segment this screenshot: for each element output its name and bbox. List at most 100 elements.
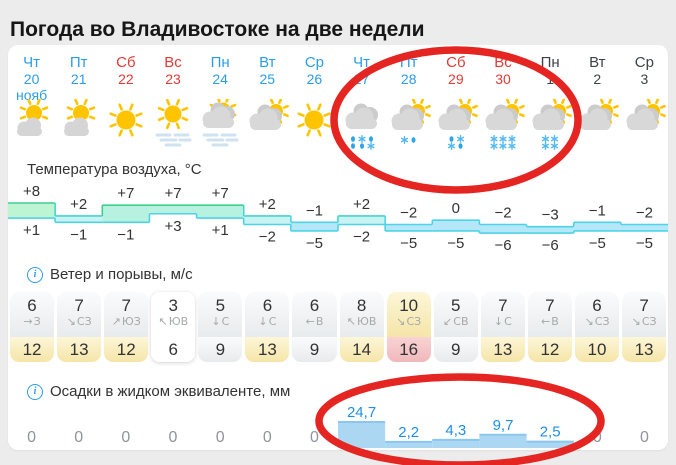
- wind-gust-value: 12: [527, 337, 572, 362]
- svg-text:2,5: 2,5: [540, 424, 561, 441]
- cloud-sun-icon: [385, 99, 432, 153]
- day-name: Сб: [446, 54, 466, 71]
- day-date: 3: [640, 71, 649, 87]
- day-header-6[interactable]: Вт 25: [244, 54, 291, 103]
- wind-direction: ↓ С: [258, 315, 277, 328]
- wind-speed-value: 7: [121, 296, 131, 315]
- wind-cell-8: 8 ↖ ЮВ 14: [339, 292, 384, 362]
- cloud-icon: [338, 99, 385, 153]
- info-icon[interactable]: i: [27, 266, 43, 283]
- wind-gust-value: 12: [104, 337, 149, 362]
- wind-cell-2: 7 ↘ СЗ 13: [57, 292, 102, 362]
- wind-direction: ↘ СЗ: [631, 315, 657, 328]
- day-date: 25: [259, 71, 276, 87]
- day-header-5[interactable]: Пн 24: [197, 54, 244, 103]
- cloud-sun-icon: [527, 99, 574, 153]
- svg-text:0: 0: [27, 429, 36, 446]
- day-name: Вс: [494, 54, 512, 71]
- svg-text:+3: +3: [164, 218, 181, 235]
- wind-gust-value: 13: [57, 337, 102, 362]
- svg-text:−6: −6: [542, 237, 559, 254]
- wind-gust-value: 6: [151, 337, 196, 362]
- day-header-14[interactable]: Ср 3: [621, 54, 668, 103]
- day-header-1[interactable]: Чт 20 нояб: [8, 54, 55, 103]
- wind-gust-value: 12: [10, 337, 55, 362]
- wind-speed-area: 7 ↗ ЮЗ: [104, 292, 149, 337]
- info-icon[interactable]: i: [27, 383, 43, 400]
- wind-direction: → З: [23, 315, 41, 328]
- wind-speed-area: 5 ↓ С: [198, 292, 243, 337]
- day-header-8[interactable]: Чт 27: [338, 54, 385, 103]
- wind-speed-value: 7: [545, 296, 555, 315]
- day-name: Чт: [23, 54, 40, 71]
- wind-speed-value: 8: [356, 296, 367, 315]
- day-header-2[interactable]: Пт 21: [55, 54, 102, 103]
- wind-direction: ↘ СЗ: [584, 315, 610, 328]
- cloud-sun-icon: [479, 99, 526, 153]
- wind-cell-10: 5 ↙ СВ 9: [433, 292, 478, 362]
- day-name: Пн: [540, 54, 560, 71]
- svg-text:+1: +1: [212, 222, 229, 239]
- wind-cell-7: 6 ← В 9: [292, 292, 337, 362]
- wind-label-text: Ветер и порывы, м/с: [50, 266, 193, 283]
- wind-gust-value: 13: [622, 337, 667, 362]
- svg-text:+7: +7: [117, 185, 134, 202]
- day-header-10[interactable]: Сб 29: [432, 54, 479, 103]
- svg-text:+7: +7: [164, 185, 181, 202]
- day-header-9[interactable]: Пт 28: [385, 54, 432, 103]
- svg-text:0: 0: [640, 429, 649, 446]
- wind-gust-value: 14: [339, 337, 384, 362]
- wind-cell-4: 3 ↖ ЮВ 6: [151, 292, 196, 362]
- wind-cell-13: 6 ↘ СЗ 10: [574, 292, 620, 362]
- svg-text:−5: −5: [636, 235, 653, 252]
- wind-cell-6: 6 ↓ С 13: [245, 292, 290, 362]
- svg-text:0: 0: [121, 429, 130, 446]
- day-header-13[interactable]: Вт 2: [574, 54, 621, 103]
- day-header-12[interactable]: Пн 1: [527, 54, 574, 103]
- wind-direction: ↘ СЗ: [396, 315, 422, 328]
- day-header-4[interactable]: Вс 23: [149, 54, 196, 103]
- wind-gust-value: 13: [480, 337, 525, 362]
- svg-text:9,7: 9,7: [493, 417, 514, 434]
- svg-text:2,2: 2,2: [398, 424, 419, 441]
- day-header-7[interactable]: Ср 26: [291, 54, 338, 103]
- day-name: Вс: [164, 54, 182, 71]
- day-header-3[interactable]: Сб 22: [102, 54, 149, 103]
- sun-cloud-icon: [8, 99, 55, 153]
- svg-text:0: 0: [310, 429, 319, 446]
- svg-text:−1: −1: [306, 202, 323, 219]
- wind-speed-area: 8 ↖ ЮВ: [339, 292, 384, 337]
- wind-gust-value: 9: [433, 337, 478, 362]
- day-header-11[interactable]: Вс 30: [479, 54, 526, 103]
- page-title: Погода во Владивостоке на две недели: [10, 18, 425, 42]
- wind-direction: ← В: [305, 315, 324, 328]
- wind-speed-area: 7 ↓ С: [480, 292, 525, 337]
- svg-text:24,7: 24,7: [347, 404, 376, 421]
- day-date: 24: [212, 71, 228, 87]
- day-name: Пт: [69, 54, 88, 71]
- precip-section-label: i Осадки в жидком эквиваленте, мм: [27, 383, 290, 400]
- wind-cell-5: 5 ↓ С 9: [198, 292, 243, 362]
- wind-speed-area: 7 ↘ СЗ: [622, 292, 667, 337]
- wind-direction: ↙ СВ: [442, 315, 469, 328]
- wind-gust-value: 13: [245, 337, 290, 362]
- svg-text:0: 0: [263, 429, 272, 446]
- svg-text:+8: +8: [23, 183, 40, 200]
- wind-direction: ↓ С: [493, 315, 512, 328]
- wind-cell-1: 6 → З 12: [10, 292, 55, 362]
- svg-text:0: 0: [74, 429, 83, 446]
- day-name: Ср: [634, 54, 654, 71]
- wind-gust-value: 9: [198, 337, 243, 362]
- day-name: Ср: [304, 54, 324, 71]
- day-date: 23: [165, 71, 181, 87]
- svg-text:+2: +2: [353, 196, 370, 213]
- wind-speed-value: 7: [74, 296, 84, 315]
- svg-text:−5: −5: [306, 235, 323, 252]
- day-date: 22: [118, 71, 134, 87]
- svg-text:−5: −5: [400, 235, 417, 252]
- sun-mist-icon: [149, 99, 196, 153]
- day-name: Чт: [353, 54, 370, 71]
- svg-text:−1: −1: [117, 226, 134, 243]
- day-name: Вт: [589, 54, 606, 71]
- svg-text:0: 0: [169, 429, 178, 446]
